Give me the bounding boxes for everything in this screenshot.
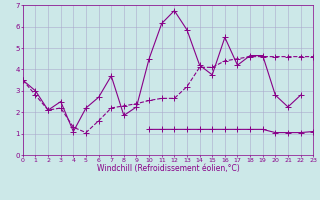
X-axis label: Windchill (Refroidissement éolien,°C): Windchill (Refroidissement éolien,°C) [97,164,239,173]
